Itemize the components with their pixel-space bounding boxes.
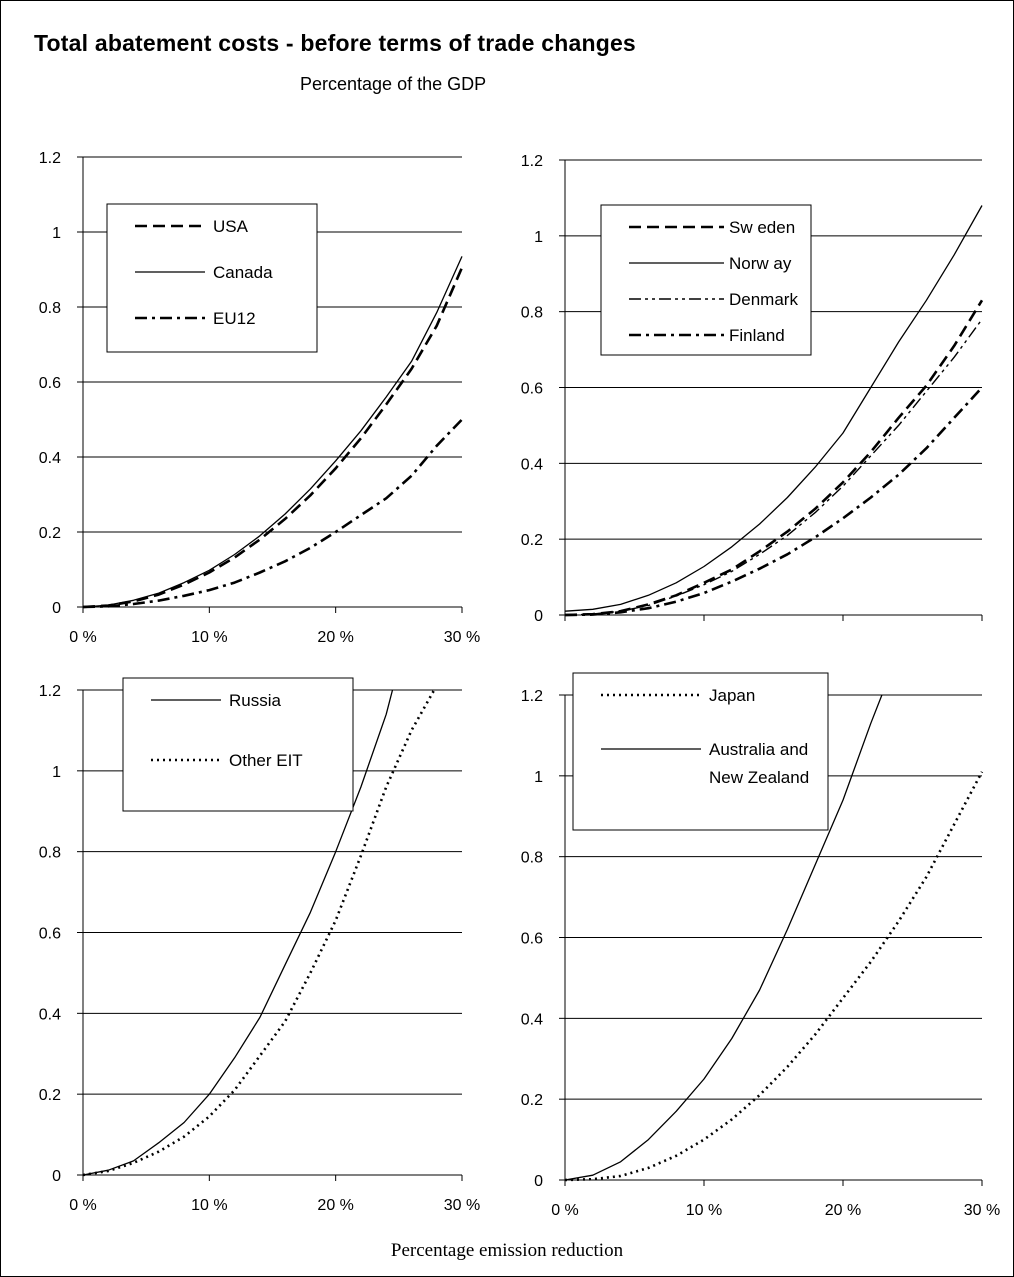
x-tick-label: 30 % bbox=[444, 1197, 480, 1214]
y-tick-label: 1.2 bbox=[39, 683, 61, 700]
chart-panel-3: 0 0.2 0.4 0.6 0.8 1 1.2 0 % 10 % 20 % 30 % Russia Ot… bbox=[39, 677, 480, 1214]
legend: Sw eden Norw ay Denmark Finland bbox=[600, 204, 812, 356]
legend: Russia Other EIT bbox=[122, 677, 354, 812]
chart-title: Total abatement costs - before terms of … bbox=[34, 30, 636, 56]
legend: Japan Australia and New Zealand bbox=[572, 672, 829, 831]
legend-label: Norw ay bbox=[729, 254, 792, 273]
y-tick-label: 1.2 bbox=[521, 688, 543, 705]
legend-label: Japan bbox=[709, 686, 755, 705]
series-line-1 bbox=[564, 771, 984, 1182]
series-line-3 bbox=[82, 418, 463, 609]
x-tick-label: 20 % bbox=[317, 629, 353, 646]
y-tick-label: 0.6 bbox=[39, 926, 61, 943]
y-tick-label: 1 bbox=[534, 769, 543, 786]
y-tick-label: 0.8 bbox=[39, 845, 61, 862]
legend-label: EU12 bbox=[213, 309, 256, 328]
y-tick-label: 0.6 bbox=[521, 931, 543, 948]
legend-box bbox=[106, 203, 318, 353]
y-tick-label: 1 bbox=[52, 225, 61, 242]
series-line-3 bbox=[564, 318, 983, 616]
chart-panel-1: 0 0.2 0.4 0.6 0.8 1 1.2 0 % 10 % 20 % 30 % USA Canad… bbox=[39, 150, 480, 646]
x-tick-label: 0 % bbox=[551, 1202, 579, 1219]
legend-label: Finland bbox=[729, 326, 785, 345]
x-tick-label: 10 % bbox=[686, 1202, 722, 1219]
series-line-1 bbox=[82, 267, 464, 609]
legend-label: Russia bbox=[229, 691, 282, 710]
y-tick-label: 0.2 bbox=[521, 1092, 543, 1109]
y-tick-label: 0.4 bbox=[39, 1006, 61, 1023]
legend-label-line: New Zealand bbox=[709, 768, 809, 787]
y-tick-label: 1.2 bbox=[39, 150, 61, 167]
y-tick-label: 0 bbox=[52, 600, 61, 617]
x-tick-label: 20 % bbox=[317, 1197, 353, 1214]
y-tick-label: 1 bbox=[52, 764, 61, 781]
legend-label: Other EIT bbox=[229, 751, 303, 770]
x-tick-label: 10 % bbox=[191, 1197, 227, 1214]
x-tick-label: 30 % bbox=[964, 1202, 1000, 1219]
series-line-2 bbox=[564, 694, 883, 1181]
y-tick-label: 0.2 bbox=[39, 525, 61, 542]
series-line-1 bbox=[82, 689, 394, 1176]
x-tick-label: 0 % bbox=[69, 1197, 97, 1214]
series-line-2 bbox=[82, 689, 436, 1177]
x-tick-label: 30 % bbox=[444, 629, 480, 646]
y-tick-label: 0.6 bbox=[521, 381, 543, 398]
chart-subtitle: Percentage of the GDP bbox=[300, 74, 487, 94]
y-tick-label: 0 bbox=[52, 1168, 61, 1185]
x-tick-label: 10 % bbox=[191, 629, 227, 646]
legend-label: Australia and New Zealand bbox=[709, 740, 809, 787]
y-tick-label: 0.2 bbox=[521, 532, 543, 549]
series-line-2 bbox=[564, 205, 983, 612]
legend-box bbox=[600, 204, 812, 356]
legend: USA Canada EU12 bbox=[106, 203, 318, 353]
x-tick-label: 0 % bbox=[69, 629, 97, 646]
x-tick-label: 20 % bbox=[825, 1202, 861, 1219]
y-tick-label: 0.4 bbox=[521, 456, 543, 473]
x-axis-label: Percentage emission reduction bbox=[390, 1240, 624, 1261]
chart-panel-4: 0 0.2 0.4 0.6 0.8 1 1.2 0 % 10 % 20 % 30 % Japan Aus… bbox=[521, 672, 1000, 1219]
legend-label: Denmark bbox=[729, 290, 798, 309]
y-tick-label: 1 bbox=[534, 229, 543, 246]
legend-label-line: Australia and bbox=[709, 740, 808, 759]
y-tick-label: 0.2 bbox=[39, 1087, 61, 1104]
y-tick-label: 0.8 bbox=[521, 305, 543, 322]
legend-label: Canada bbox=[213, 263, 273, 282]
legend-box bbox=[572, 672, 829, 831]
y-tick-label: 0 bbox=[534, 1173, 543, 1190]
y-tick-label: 0.4 bbox=[39, 450, 61, 467]
series-line-1 bbox=[564, 299, 984, 617]
chart-panel-2: 0 0.2 0.4 0.6 0.8 1 1.2 Sw eden Norw ay Denmark Fi… bbox=[521, 153, 984, 625]
y-tick-label: 1.2 bbox=[521, 153, 543, 170]
y-tick-label: 0 bbox=[534, 608, 543, 625]
legend-label: USA bbox=[213, 217, 249, 236]
series-line-4 bbox=[564, 386, 983, 617]
series-line-2 bbox=[82, 256, 463, 608]
legend-label: Sw eden bbox=[729, 218, 795, 237]
y-tick-label: 0.6 bbox=[39, 375, 61, 392]
y-tick-label: 0.8 bbox=[521, 850, 543, 867]
y-tick-label: 0.8 bbox=[39, 300, 61, 317]
y-tick-label: 0.4 bbox=[521, 1011, 543, 1028]
